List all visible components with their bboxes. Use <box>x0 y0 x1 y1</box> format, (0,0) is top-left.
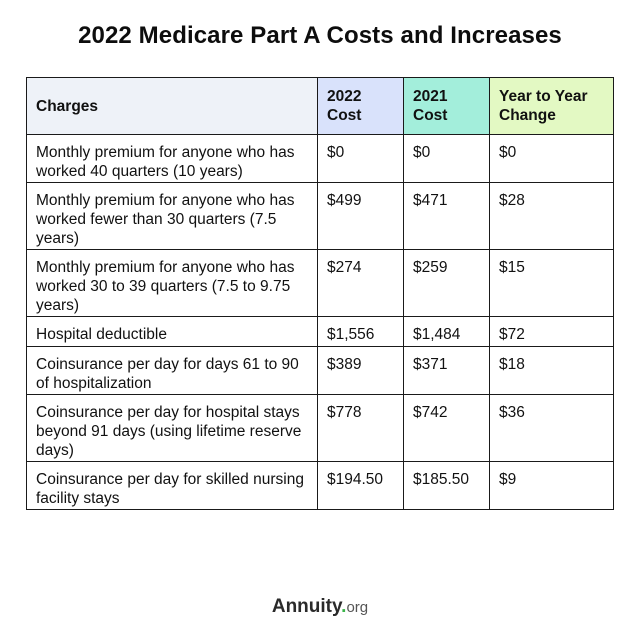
table-row: Monthly premium for anyone who has worke… <box>26 249 614 317</box>
table-row: Hospital deductible $1,556 $1,484 $72 <box>26 316 614 347</box>
logo-tld-text: org <box>346 599 369 616</box>
table-row: Coinsurance per day for days 61 to 90 of… <box>26 346 614 395</box>
cost-2022-cell: $1,556 <box>317 316 404 347</box>
charge-cell: Monthly premium for anyone who has worke… <box>26 134 318 183</box>
table-row: Coinsurance per day for hospital stays b… <box>26 394 614 462</box>
header-2022-cost: 2022 Cost <box>317 77 404 135</box>
table-header-row: Charges 2022 Cost 2021 Cost Year to Year… <box>26 77 614 135</box>
cost-2021-cell: $371 <box>403 346 490 395</box>
costs-table: Charges 2022 Cost 2021 Cost Year to Year… <box>26 77 614 510</box>
change-cell: $9 <box>489 461 614 510</box>
cost-2021-cell: $471 <box>403 182 490 250</box>
change-cell: $72 <box>489 316 614 347</box>
cost-2022-cell: $389 <box>317 346 404 395</box>
header-charges: Charges <box>26 77 318 135</box>
header-2021-cost: 2021 Cost <box>403 77 490 135</box>
cost-2021-cell: $185.50 <box>403 461 490 510</box>
logo-dot: . <box>341 596 347 617</box>
cost-2022-cell: $0 <box>317 134 404 183</box>
page-title: 2022 Medicare Part A Costs and Increases <box>78 22 562 49</box>
change-cell: $18 <box>489 346 614 395</box>
cost-2022-cell: $194.50 <box>317 461 404 510</box>
cost-2022-cell: $499 <box>317 182 404 250</box>
logo-brand-text: Annuity <box>271 596 342 617</box>
charge-cell: Coinsurance per day for hospital stays b… <box>26 394 318 462</box>
cost-2021-cell: $742 <box>403 394 490 462</box>
cost-2022-cell: $274 <box>317 249 404 317</box>
change-cell: $0 <box>489 134 614 183</box>
change-cell: $28 <box>489 182 614 250</box>
annuity-org-logo: Annuity.org <box>0 596 640 618</box>
charge-cell: Monthly premium for anyone who has worke… <box>26 182 318 250</box>
charge-cell: Monthly premium for anyone who has worke… <box>26 249 318 317</box>
table-row: Monthly premium for anyone who has worke… <box>26 134 614 183</box>
header-year-to-year-change: Year to Year Change <box>489 77 614 135</box>
charge-cell: Coinsurance per day for skilled nursing … <box>26 461 318 510</box>
charge-cell: Hospital deductible <box>26 316 318 347</box>
cost-2021-cell: $0 <box>403 134 490 183</box>
cost-2021-cell: $259 <box>403 249 490 317</box>
cost-2021-cell: $1,484 <box>403 316 490 347</box>
table-row: Monthly premium for anyone who has worke… <box>26 182 614 250</box>
change-cell: $36 <box>489 394 614 462</box>
change-cell: $15 <box>489 249 614 317</box>
cost-2022-cell: $778 <box>317 394 404 462</box>
charge-cell: Coinsurance per day for days 61 to 90 of… <box>26 346 318 395</box>
table-row: Coinsurance per day for skilled nursing … <box>26 461 614 510</box>
